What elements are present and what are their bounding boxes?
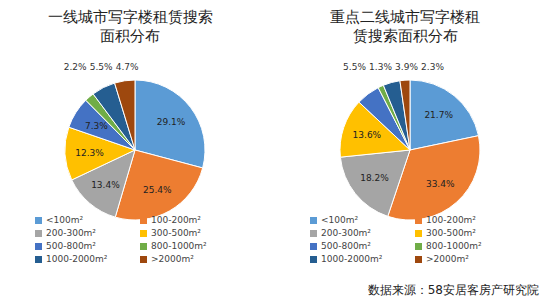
svg-text:7.3%: 7.3% [85,121,108,131]
svg-text:13.4%: 13.4% [91,180,120,190]
html-text:200-300m²: 200-300m² [46,228,96,238]
html-text:<100m²: <100m² [46,215,84,225]
html-text:<100m²: <100m² [321,215,359,225]
svg-text:3.9%: 3.9% [395,62,418,72]
html-text:500-800m²: 500-800m² [321,241,371,251]
html-text:1000-2000m²: 1000-2000m² [46,254,108,264]
html-text:一线城市写字楼租赁搜索面积分布: 一线城市写字楼租赁搜索面积分布 [47,8,213,45]
html-text:数据来源：58安居客房产研究院: 数据来源：58安居客房产研究院 [367,283,539,297]
svg-text:4.7%: 4.7% [116,62,139,72]
html-text:>2000m²: >2000m² [151,254,194,264]
html-text:800-1000m²: 800-1000m² [151,241,207,251]
svg-text:5.5%: 5.5% [343,62,366,72]
html-text:300-500m²: 300-500m² [426,228,476,238]
svg-text:2.3%: 2.3% [421,62,444,72]
html-text:200-300m²: 200-300m² [321,228,371,238]
html-text:>2000m²: >2000m² [426,254,469,264]
html-text:1000-2000m²: 1000-2000m² [321,254,383,264]
html-text:重点二线城市写字楼租赁搜索面积分布: 重点二线城市写字楼租赁搜索面积分布 [330,8,480,45]
svg-text:5.5%: 5.5% [90,62,113,72]
svg-text:18.2%: 18.2% [360,173,389,183]
html-text:800-1000m²: 800-1000m² [426,241,482,251]
svg-text:33.4%: 33.4% [426,179,455,189]
svg-text:12.3%: 12.3% [75,148,104,158]
html-text:100-200m²: 100-200m² [426,215,476,225]
svg-text:29.1%: 29.1% [157,117,186,127]
html-text:100-200m²: 100-200m² [151,215,201,225]
svg-text:25.4%: 25.4% [143,185,172,195]
html-text:500-800m²: 500-800m² [46,241,96,251]
svg-text:13.6%: 13.6% [353,130,382,140]
html-text:300-500m²: 300-500m² [151,228,201,238]
svg-text:21.7%: 21.7% [424,110,453,120]
svg-text:1.3%: 1.3% [369,62,392,72]
svg-text:2.2%: 2.2% [64,62,87,72]
